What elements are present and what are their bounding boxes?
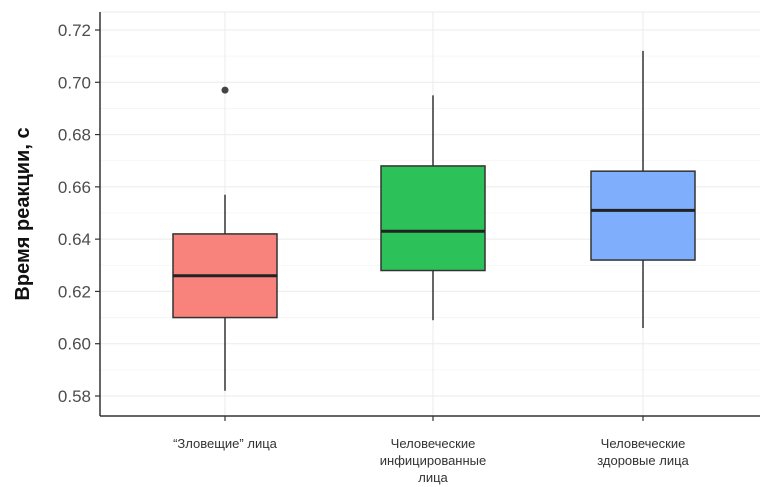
box-group [172,86,278,391]
x-tick-label: лица [418,470,448,485]
y-tick-label: 0.70 [58,73,91,92]
y-tick-label: 0.62 [58,282,91,301]
box-group [590,50,696,329]
box-iqr [590,170,696,261]
x-axis-ticks: “Зловещие” лица Человеческие инфицированны… [173,416,690,485]
boxes [172,50,696,391]
y-tick-label: 0.68 [58,126,91,145]
x-tick-label: Человеческие [391,436,476,451]
x-tick-label: Человеческие [601,436,686,451]
y-axis-label: Время реакции, с [12,127,34,300]
y-tick-label: 0.60 [58,335,91,354]
x-tick-label: инфицированные [380,453,487,468]
y-tick-label: 0.64 [58,230,91,249]
x-tick-label: здоровые лица [597,453,689,468]
y-tick-label: 0.66 [58,178,91,197]
box-group [380,95,486,321]
x-tick-label: “Зловещие” лица [173,436,278,451]
grid-lines [100,11,760,416]
outlier-point [221,86,229,94]
box-iqr [380,165,486,272]
y-axis-ticks: 0.58 0.60 0.62 0.64 0.66 0.68 0.70 0.72 [58,21,100,406]
y-tick-label: 0.72 [58,21,91,40]
y-tick-label: 0.58 [58,387,91,406]
